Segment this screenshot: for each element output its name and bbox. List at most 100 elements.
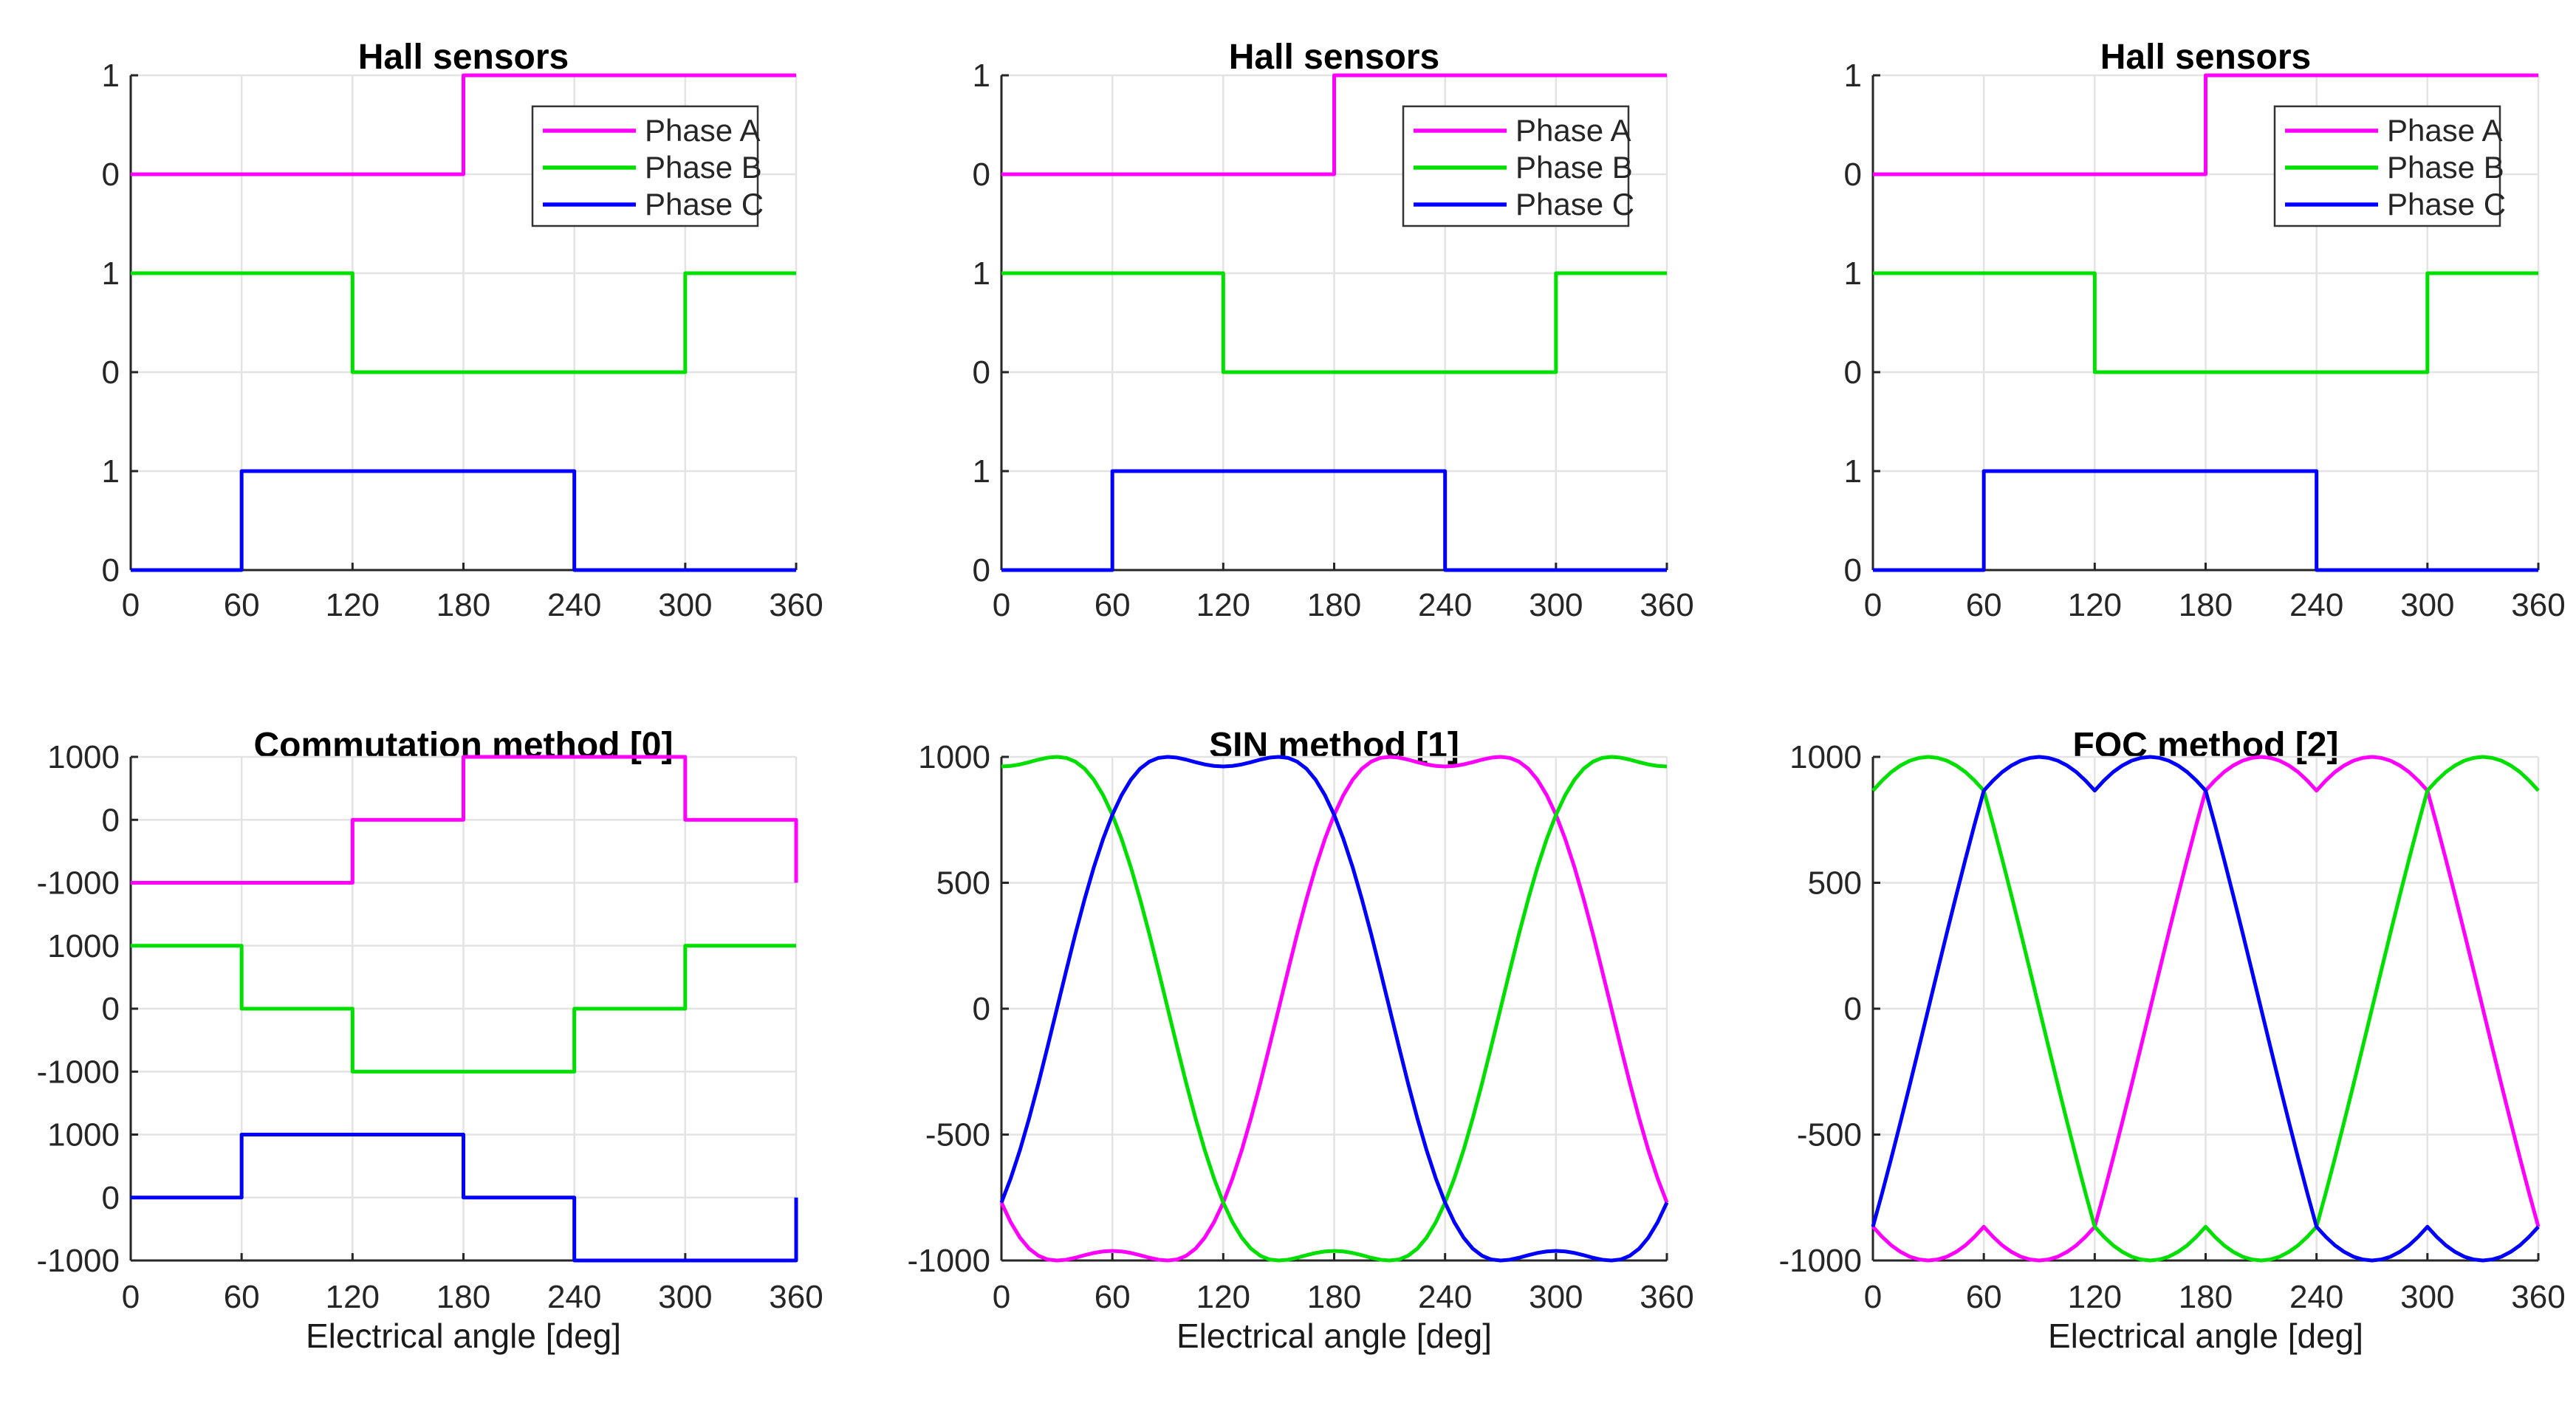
chart-title: Hall sensors — [2100, 38, 2312, 77]
series — [1871, 755, 2541, 1263]
x-tick-label: 0 — [993, 587, 1010, 623]
subplot-hall-sensors-1: Hall sensors 0 60 120 180 240 300 360 1 0 1 0 1 0 Pha… — [0, 15, 834, 650]
series — [1873, 73, 2538, 572]
y-tick-label: 0 — [102, 354, 120, 391]
x-tick-label: 0 — [1864, 1279, 1882, 1315]
subplot-commutation-method: Commutation method [0] 0 60 120 180 240 300 36… — [0, 694, 834, 1373]
x-tick-label: 0 — [122, 587, 140, 623]
series — [999, 755, 1669, 1263]
series-phase-c — [131, 469, 796, 572]
y-tick-label: -1000 — [36, 865, 120, 902]
x-tick-label: 300 — [2400, 1279, 2454, 1315]
y-tick-label: 0 — [102, 991, 120, 1027]
x-tick-label: 180 — [1307, 587, 1361, 623]
x-tick-label: 0 — [122, 1279, 140, 1315]
y-tick-label: 1 — [102, 255, 120, 292]
subplot-hall-sensors-2: Hall sensors 0 60 120 180 240 300 360 1 0 1 0 1 0 Pha… — [871, 15, 1705, 650]
x-tick-label: 360 — [2511, 1279, 2565, 1315]
x-tick-label: 300 — [658, 587, 712, 623]
x-tick-label: 300 — [1529, 587, 1583, 623]
y-tick-label: 0 — [973, 552, 990, 589]
y-tick-label: 500 — [936, 865, 990, 902]
x-tick-label: 60 — [1095, 587, 1131, 623]
x-tick-label: 60 — [1966, 1279, 2002, 1315]
x-tick-label: 180 — [1307, 1279, 1361, 1315]
y-tick-label: 1 — [1844, 453, 1862, 490]
y-tick-label: 1 — [102, 58, 120, 94]
x-tick-label: 240 — [1418, 1279, 1472, 1315]
axes — [1000, 755, 1668, 1262]
x-tick-label: 0 — [1864, 587, 1882, 623]
axes — [1871, 755, 2540, 1262]
y-tick-label: 1 — [973, 58, 990, 94]
x-tick-label: 60 — [224, 1279, 260, 1315]
y-tick-label: 1 — [973, 255, 990, 292]
x-axis-title: Electrical angle [deg] — [1176, 1317, 1493, 1355]
plot-canvas: 0 60 120 180 240 300 36010000-100010000-100010… — [36, 739, 823, 1315]
y-tick-label: 1 — [1844, 58, 1862, 94]
tick-labels: 0 60 120 180 240 300 360 1000 500 0 -500 -1000 — [1778, 739, 2565, 1315]
x-tick-label: 180 — [436, 587, 490, 623]
x-tick-label: 240 — [1418, 587, 1472, 623]
series — [1001, 73, 1667, 572]
x-tick-label: 60 — [1966, 587, 2002, 623]
chart-title: Hall sensors — [357, 38, 569, 77]
y-tick-label: 0 — [1844, 991, 1862, 1027]
series-phase-c — [131, 1133, 798, 1263]
y-tick-label: 500 — [1808, 865, 1862, 902]
y-tick-label: 0 — [973, 991, 990, 1027]
series-phase-b — [131, 271, 796, 374]
y-tick-label: -1000 — [1778, 1243, 1862, 1279]
x-tick-label: 120 — [1196, 1279, 1250, 1315]
grid — [1873, 755, 2540, 1262]
legend-label: Phase A — [2387, 113, 2502, 148]
tick-labels: 0 60 120 180 240 300 36010000-100010000-100010… — [36, 739, 823, 1315]
series-phase-b — [1873, 271, 2538, 374]
series-phase-a — [1873, 73, 2538, 176]
grid — [1001, 755, 1668, 1262]
legend-label: Phase B — [645, 150, 762, 185]
series-phase-c — [999, 755, 1669, 1263]
y-tick-label: -500 — [1797, 1117, 1862, 1153]
subplot-sin-method: SIN method [1] 0 60 120 180 240 300 360 1000 500… — [871, 694, 1705, 1373]
x-tick-label: 180 — [2179, 587, 2233, 623]
y-tick-label: 1 — [1844, 255, 1862, 292]
x-tick-label: 300 — [658, 1279, 712, 1315]
y-tick-label: 0 — [973, 354, 990, 391]
y-tick-label: 1000 — [47, 1117, 120, 1153]
x-tick-label: 240 — [2289, 1279, 2343, 1315]
plot-canvas: 0 60 120 180 240 300 360 1000 500 0 -500 -1000 — [1778, 739, 2565, 1315]
y-tick-label: -1000 — [36, 1243, 120, 1279]
legend-label: Phase C — [2387, 187, 2506, 222]
x-axis-title: Electrical angle [deg] — [2047, 1317, 2364, 1355]
x-tick-label: 60 — [224, 587, 260, 623]
y-tick-label: 1000 — [918, 739, 990, 775]
legend-label: Phase B — [1515, 150, 1633, 185]
x-tick-label: 120 — [326, 587, 380, 623]
legend-label: Phase A — [645, 113, 760, 148]
x-tick-label: 360 — [769, 1279, 823, 1315]
legend-label: Phase C — [1515, 187, 1634, 222]
series-phase-c — [1001, 469, 1667, 572]
tick-labels: 0 60 120 180 240 300 360 1 0 1 0 1 0 — [973, 58, 1694, 623]
y-tick-label: 1 — [102, 453, 120, 490]
series-phase-b — [1001, 271, 1667, 374]
x-tick-label: 180 — [2179, 1279, 2233, 1315]
y-tick-label: -1000 — [907, 1243, 990, 1279]
series-phase-a — [131, 755, 798, 885]
subplot-hall-sensors-3: Hall sensors 0 60 120 180 240 300 360 1 0 1 0 1 0 Pha… — [1742, 15, 2576, 650]
x-tick-label: 240 — [547, 587, 601, 623]
x-tick-label: 360 — [1640, 1279, 1693, 1315]
x-tick-label: 60 — [1095, 1279, 1131, 1315]
series-phase-c — [1871, 755, 2540, 1263]
y-tick-label: 0 — [102, 802, 120, 838]
series — [131, 73, 796, 572]
x-tick-label: 120 — [2068, 1279, 2122, 1315]
plot-canvas: 0 60 120 180 240 300 360 1000 500 0 -500 -1000 — [907, 739, 1693, 1315]
tick-labels: 0 60 120 180 240 300 360 1 0 1 0 1 0 — [102, 58, 823, 623]
